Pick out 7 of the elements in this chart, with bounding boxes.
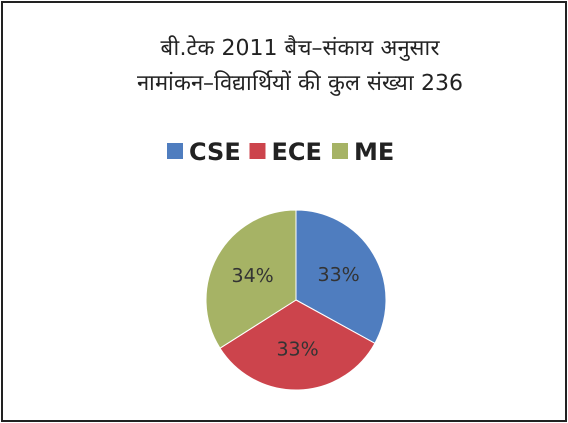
legend-label: ECE (272, 138, 322, 166)
data-label: 33% (317, 264, 360, 286)
data-label: 34% (232, 265, 274, 288)
data-label: 33% (276, 338, 319, 360)
legend-label: ME (354, 138, 394, 166)
chart-title: बी.टेक 2011 बैच–संकाय अनुसार नामांकन–विद्यार्थियों की कुल संख्या 236 (137, 35, 463, 96)
legend-label: CSE (189, 138, 241, 166)
